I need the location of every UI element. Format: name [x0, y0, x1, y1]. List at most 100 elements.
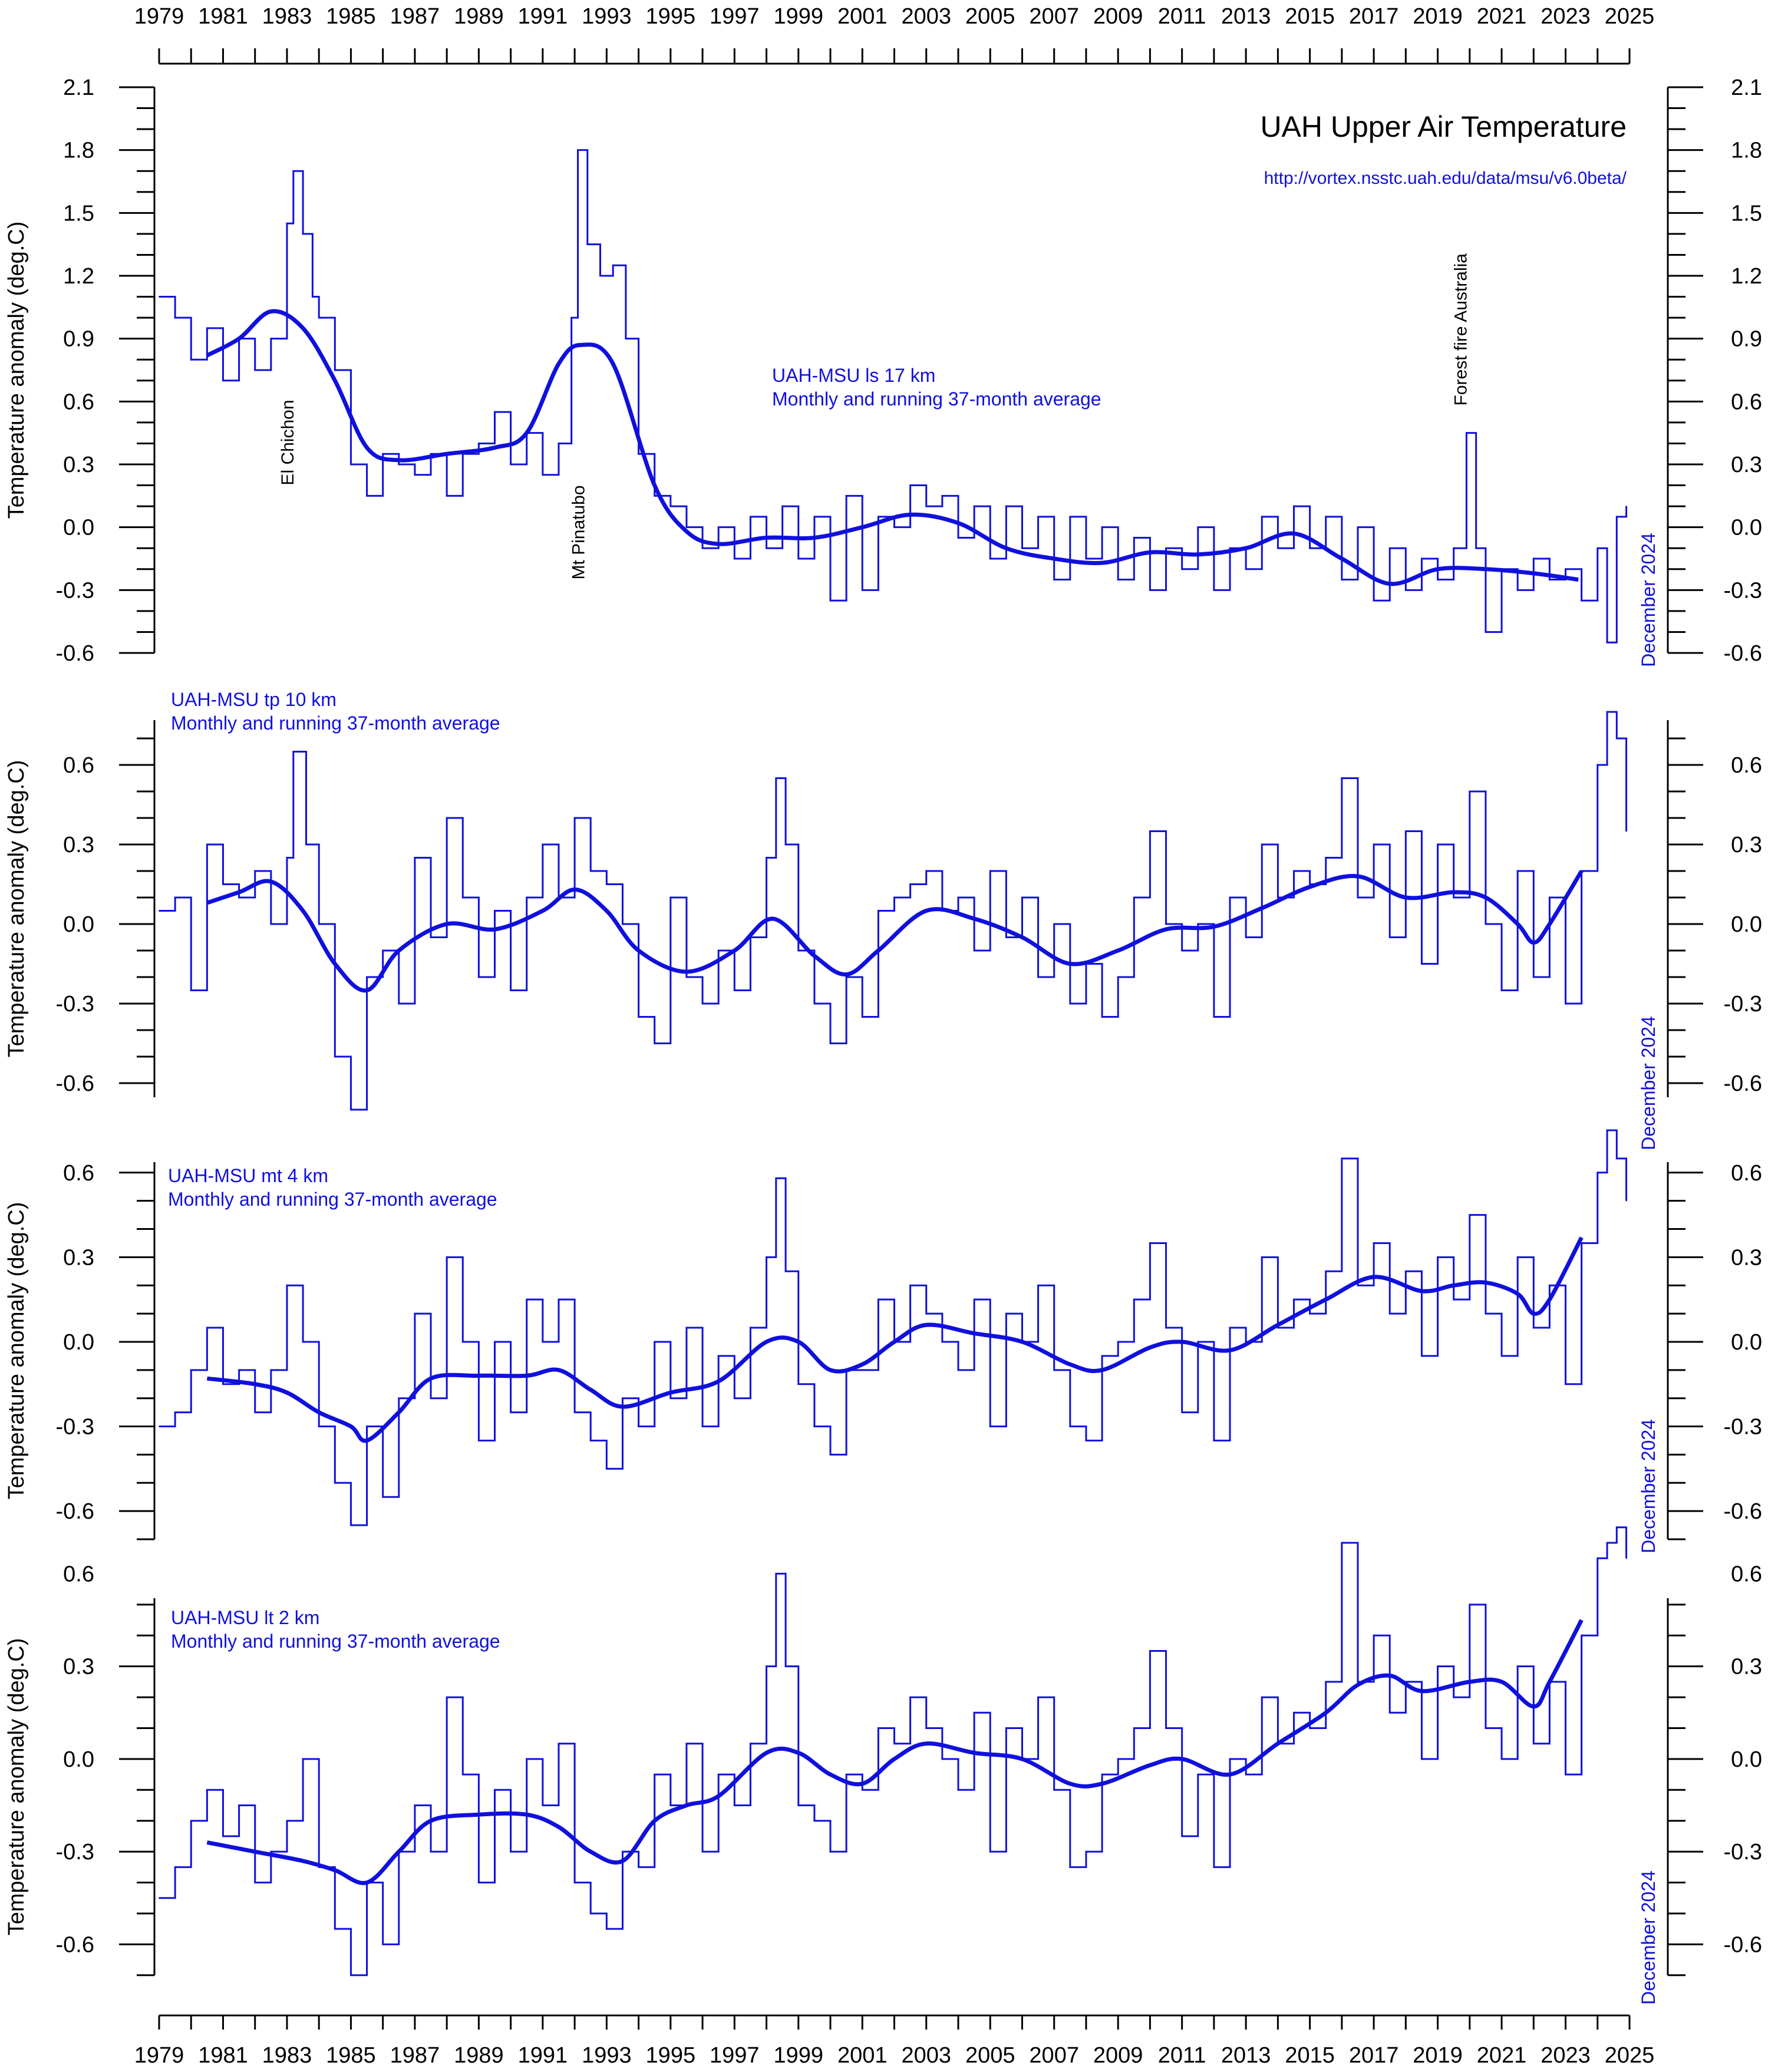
right-y-tick-label: 0.0	[1731, 912, 1762, 937]
monthly-point	[446, 817, 448, 819]
monthly-point	[366, 495, 368, 497]
bottom-year-label: 2015	[1285, 2043, 1335, 2068]
monthly-point	[941, 1341, 943, 1342]
left-y-tick-label: 0.6	[63, 753, 94, 778]
monthly-point	[430, 936, 432, 938]
bottom-year-label: 2019	[1413, 2043, 1463, 2068]
monthly-point	[1005, 1313, 1007, 1315]
monthly-point	[478, 1440, 480, 1441]
monthly-point	[1517, 1256, 1519, 1258]
monthly-point	[1453, 1697, 1454, 1698]
monthly-point	[941, 495, 943, 497]
monthly-point	[989, 1851, 991, 1853]
monthly-point	[1373, 844, 1375, 845]
monthly-point	[925, 506, 927, 507]
monthly-point	[1625, 830, 1627, 832]
event-annotation: El Chichon	[278, 400, 298, 485]
top-year-label: 2023	[1541, 4, 1591, 29]
monthly-point	[1533, 558, 1535, 559]
monthly-point	[1373, 600, 1375, 602]
monthly-point	[1325, 857, 1327, 859]
left-y-tick-label: 0.6	[63, 1161, 94, 1186]
left-y-tick-label: 1.5	[63, 201, 94, 226]
monthly-point	[1197, 1341, 1199, 1342]
monthly-point	[1421, 963, 1423, 965]
panel-4: 0.6 0.6 0.3 0.3 0.0 0.0 -0.3 -0.3 -0.6 -0.6 Temper…	[4, 1526, 1762, 2005]
monthly-point	[813, 1820, 815, 1822]
monthly-point	[813, 1003, 815, 1004]
monthly-point	[305, 844, 307, 845]
top-year-label: 1995	[646, 4, 696, 29]
monthly-point	[1517, 1665, 1519, 1667]
monthly-point	[878, 516, 879, 517]
bottom-year-label: 1997	[710, 2043, 760, 2068]
legend-entry: UAH-MSU lt 2 km	[171, 1607, 319, 1628]
monthly-point	[302, 1758, 304, 1760]
monthly-point	[1037, 516, 1039, 517]
right-y-tick-label: 0.0	[1731, 1747, 1762, 1772]
monthly-point	[1309, 883, 1311, 885]
monthly-point	[1453, 897, 1454, 898]
bottom-year-label: 2009	[1093, 2043, 1143, 2068]
right-y-tick-label: -0.3	[1724, 1840, 1762, 1865]
monthly-point	[1277, 897, 1279, 898]
monthly-point	[1021, 547, 1023, 549]
monthly-point	[1197, 923, 1199, 925]
monthly-point	[1625, 506, 1627, 507]
monthly-point	[286, 223, 288, 225]
monthly-point	[1261, 1256, 1263, 1258]
monthly-point	[574, 817, 576, 819]
monthly-point	[254, 870, 256, 872]
monthly-point	[989, 558, 991, 559]
monthly-point	[1309, 1727, 1311, 1729]
monthly-point	[494, 1341, 496, 1342]
legend-entry: UAH-MSU ls 17 km	[772, 365, 935, 386]
chart-title: UAH Upper Air Temperature	[1260, 110, 1627, 143]
monthly-point	[366, 976, 368, 978]
monthly-point	[846, 976, 847, 978]
monthly-point	[254, 1882, 256, 1883]
monthly-point	[1581, 1635, 1582, 1637]
right-y-tick-label: 0.9	[1731, 327, 1762, 352]
monthly-point	[302, 233, 304, 235]
monthly-point	[862, 1789, 863, 1791]
monthly-point	[638, 453, 639, 455]
monthly-point	[1437, 844, 1439, 845]
monthly-point	[286, 857, 288, 859]
monthly-point	[398, 1003, 400, 1004]
left-y-tick-label: 0.3	[63, 833, 94, 857]
monthly-point	[1469, 791, 1470, 792]
date-note: December 2024	[1638, 1870, 1659, 2005]
right-y-tick-label: 0.3	[1731, 1655, 1762, 1680]
monthly-point	[862, 1369, 863, 1371]
monthly-point	[1341, 777, 1343, 779]
monthly-point	[254, 1411, 256, 1413]
left-y-tick-label: -0.3	[56, 578, 94, 603]
legend-entry: Monthly and running 37-month average	[168, 1189, 497, 1210]
y-axis-label: Temperature anomaly (deg.C)	[4, 222, 29, 519]
monthly-point	[1616, 738, 1618, 739]
monthly-point	[1309, 547, 1311, 549]
monthly-point	[222, 883, 224, 885]
monthly-point	[1453, 547, 1454, 549]
monthly-point	[1117, 579, 1119, 580]
monthly-point	[702, 1851, 704, 1853]
monthly-point	[1437, 1665, 1439, 1667]
monthly-point	[318, 1426, 320, 1427]
monthly-point	[494, 910, 496, 912]
monthly-point	[718, 1355, 720, 1357]
monthly-point	[1037, 976, 1039, 978]
monthly-point	[1181, 568, 1183, 570]
monthly-point	[1549, 1285, 1551, 1286]
bottom-year-label: 2003	[901, 2043, 951, 2068]
top-year-label: 2019	[1413, 4, 1463, 29]
monthly-point	[222, 1383, 224, 1385]
monthly-point	[542, 474, 543, 476]
monthly-point	[909, 883, 911, 885]
monthly-point	[1437, 579, 1439, 580]
monthly-point	[775, 777, 777, 779]
monthly-point	[1357, 1285, 1358, 1286]
monthly-point	[1149, 589, 1151, 591]
monthly-point	[1405, 1271, 1407, 1272]
right-y-tick-label: 1.8	[1731, 138, 1762, 163]
